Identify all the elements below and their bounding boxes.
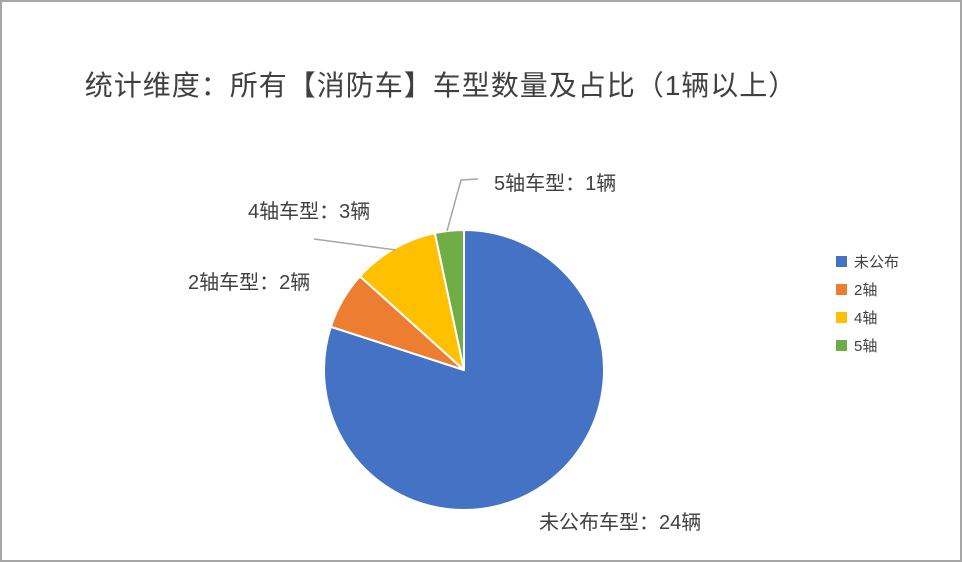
chart-title: 统计维度：所有【消防车】车型数量及占比（1辆以上） <box>84 70 798 101</box>
leader-line-5axis <box>446 178 479 232</box>
data-label-unpublished: 未公布车型：24辆 <box>539 512 702 534</box>
legend-item-5axle: 5轴 <box>836 337 899 355</box>
legend-swatch-unpublished <box>836 256 847 267</box>
legend-label-unpublished: 未公布 <box>854 254 900 271</box>
legend-label-5axle: 5轴 <box>854 338 878 355</box>
data-label-5axis: 5轴车型：1辆 <box>494 173 617 195</box>
pie-slices <box>323 229 605 511</box>
legend-label-4axle: 4轴 <box>854 310 878 327</box>
pie-slice-2 <box>358 232 465 371</box>
leader-line-4axis <box>313 238 397 251</box>
chart-legend: 未公布 2轴 4轴 5轴 <box>836 253 900 355</box>
legend-swatch-2axle <box>836 284 847 295</box>
legend-label-2axle: 2轴 <box>854 282 878 299</box>
legend-item-4axle: 4轴 <box>836 309 899 327</box>
data-label-2axis: 2轴车型：2辆 <box>188 272 311 294</box>
legend-item-unpublished: 未公布 <box>836 253 900 271</box>
legend-swatch-5axle <box>836 340 847 351</box>
pie-slice-3 <box>433 229 465 371</box>
data-label-4axis: 4轴车型：3辆 <box>248 201 371 223</box>
legend-item-2axle: 2轴 <box>836 281 899 299</box>
legend-swatch-4axle <box>836 312 847 323</box>
